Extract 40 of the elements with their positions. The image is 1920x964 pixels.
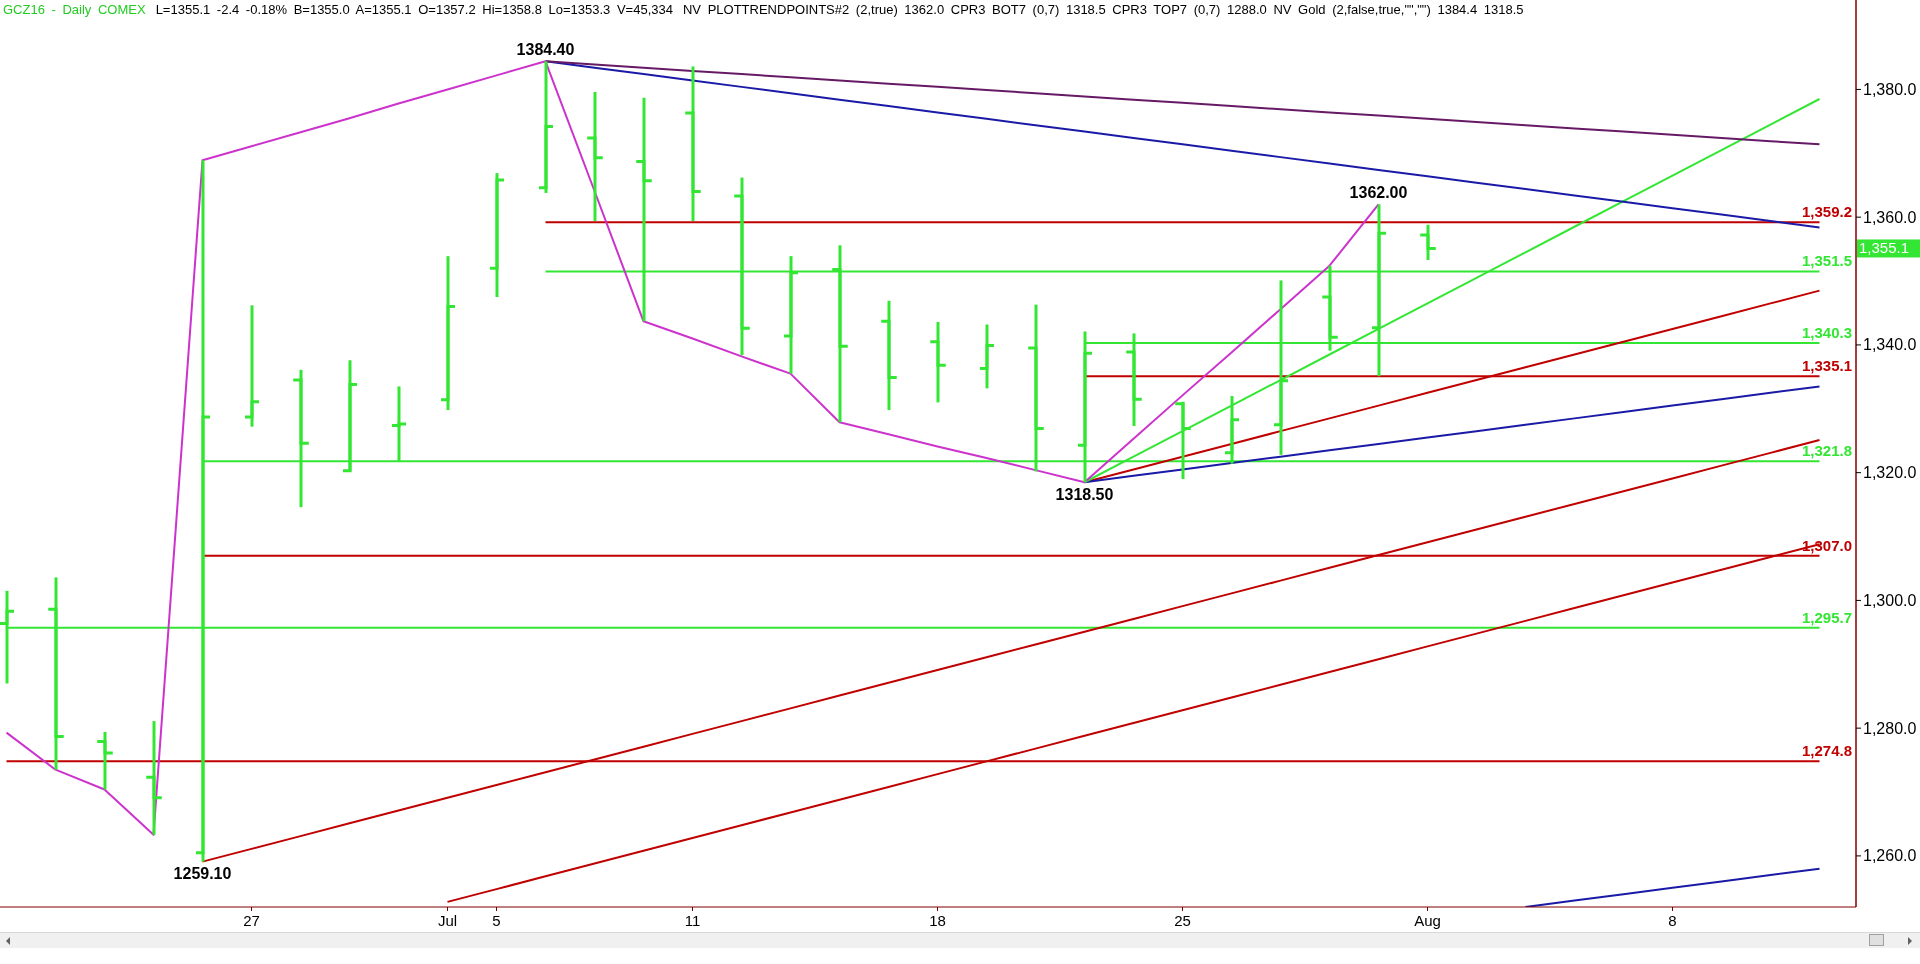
line-series — [544, 60, 1821, 146]
candlestick — [245, 305, 259, 427]
x-tick-label: Aug — [1414, 912, 1441, 929]
annotation: NV PLOTTRENDPOINTS#2 (2,true) 1362.0 CPR3 BOT7 (0,7) 1318.5 CPR3 TOP7 (0,7) 1288.0 NV Gold (2,false,true,"","") 1384.4 1318.5 — [682, 2, 1524, 17]
y-tick-label: 1,340.0 — [1863, 336, 1917, 354]
annotation: 1318.50 — [1055, 485, 1114, 503]
x-tick-label: 18 — [929, 912, 946, 929]
data-label: 1,359.2 — [1801, 203, 1852, 221]
chart-subtitle: L=1355.1 -2.4 -0.18% B=1355.0 A=1355.1 O=1357.2 Hi=1358.8 Lo=1353.3 V=45,334 — [155, 2, 673, 17]
y-tick-label: 1,320.0 — [1863, 464, 1917, 482]
y-tick-label: 1,260.0 — [1863, 847, 1917, 865]
annotation: 1259.10 — [173, 865, 232, 883]
y-tick-label: 1,360.0 — [1863, 208, 1917, 226]
data-label: 1,295.7 — [1801, 608, 1852, 626]
x-tick-label: 27 — [243, 912, 260, 929]
candlestick — [146, 721, 162, 835]
y-tick-label: 1,300.0 — [1863, 591, 1917, 609]
annotation: 1362.00 — [1349, 184, 1408, 202]
x-tick-label: 11 — [684, 912, 701, 929]
x-tick-label: 25 — [1174, 912, 1191, 929]
y-tick-label: 1,355.1 — [1859, 239, 1910, 257]
candlestick — [881, 299, 897, 412]
y-tick-label: 1,280.0 — [1863, 719, 1917, 737]
data-label: 1,335.1 — [1801, 357, 1852, 375]
data-label: 1,351.5 — [1801, 252, 1852, 270]
data-label: 1,321.8 — [1801, 442, 1852, 460]
chart-title: GCZ16 - Daily COMEX — [3, 2, 146, 17]
data-label: 1,307.0 — [1801, 536, 1852, 554]
candlestick — [587, 91, 603, 221]
candlestick — [930, 320, 946, 403]
x-tick-label: 5 — [492, 912, 501, 929]
annotation: 1384.40 — [516, 41, 575, 59]
candlestick — [1420, 223, 1436, 260]
y-tick-label: 1,380.0 — [1863, 80, 1917, 98]
x-tick-label: Jul — [437, 912, 458, 929]
data-label: 1,274.8 — [1801, 742, 1852, 760]
candlestick — [685, 66, 701, 221]
candlestick — [97, 731, 113, 790]
data-label: 1,340.3 — [1801, 324, 1852, 341]
x-tick-label: 8 — [1668, 912, 1677, 929]
